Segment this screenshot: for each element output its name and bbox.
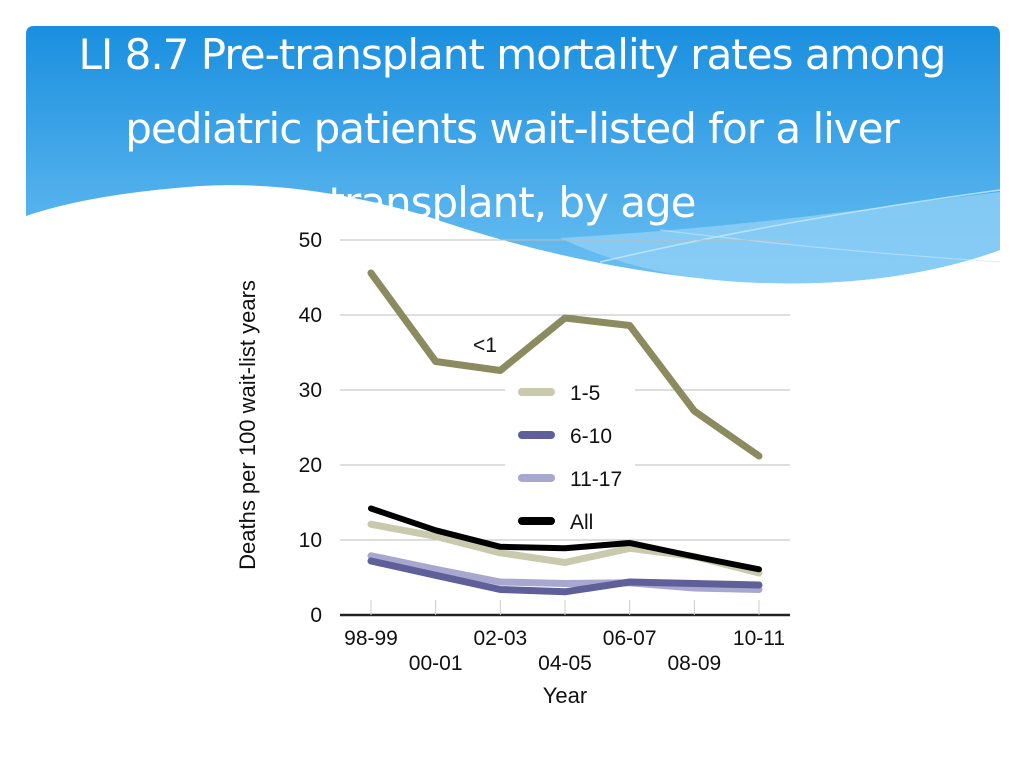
legend-label: 11-17	[570, 468, 622, 491]
y-tick-label: 50	[299, 229, 322, 252]
header-banner	[26, 26, 1000, 284]
x-tick-label: 06-07	[603, 627, 657, 650]
y-tick-label: 40	[299, 304, 322, 327]
legend-background	[505, 375, 635, 535]
x-tick-label: 02-03	[473, 627, 527, 650]
y-tick-label: 10	[299, 529, 322, 552]
x-axis-label: Year	[543, 683, 587, 708]
legend-label: 6-10	[570, 425, 612, 448]
legend: 1-5 6-10 11-17 All	[505, 375, 635, 535]
series-inline-label: <1	[473, 334, 497, 357]
header-wave-light	[560, 192, 1000, 284]
x-tick-label: 10-11	[733, 627, 785, 650]
header-wave-line-2	[659, 229, 1001, 263]
y-tick-label: 0	[310, 604, 322, 627]
slide-title: LI 8.7 Pre-transplant mortality rates am…	[78, 30, 947, 227]
x-tick-label: 08-09	[667, 652, 721, 675]
header-wave-line	[599, 189, 1001, 263]
x-tick-label: 98-99	[344, 627, 398, 650]
legend-label: All	[570, 511, 593, 534]
x-tick-label: 04-05	[538, 652, 592, 675]
y-axis-ticks: 0 10 20 30 40 50	[299, 229, 322, 627]
y-tick-label: 30	[299, 379, 322, 402]
legend-label: 1-5	[570, 382, 600, 405]
x-tick-label: 00-01	[409, 652, 463, 675]
y-tick-label: 20	[299, 454, 322, 477]
y-axis-label: Deaths per 100 wait-list years	[235, 280, 260, 570]
x-axis-ticks: 98-99 00-01 02-03 04-05 06-07 08-09 10-11	[344, 600, 785, 675]
series-lines: <1	[367, 269, 763, 596]
